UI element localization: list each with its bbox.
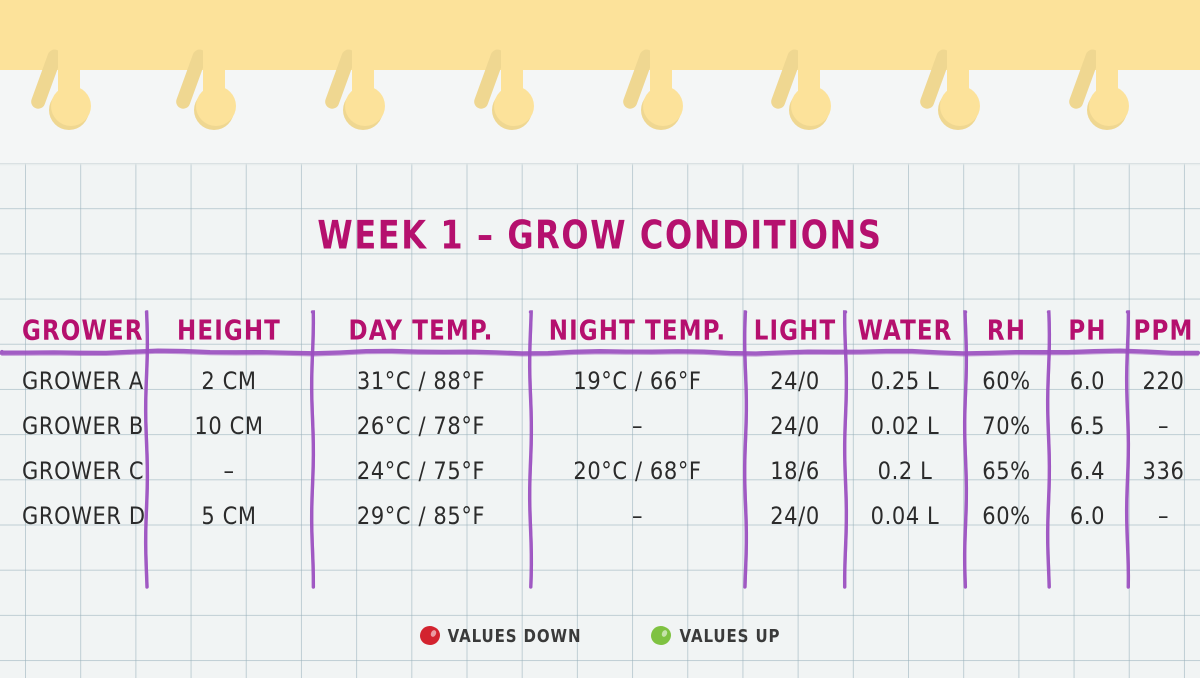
table-row[interactable]: GROWER A 2 CM 31°C / 88°F 19°C / 66°F 24/0 0.… (0, 358, 1200, 403)
cell-height: 10 CM (194, 411, 264, 440)
spiral-ring (323, 44, 385, 134)
legend-item-values-down: VALUES DOWN (419, 624, 582, 647)
grow-conditions-table: GROWER HEIGHT DAY TEMP. NIGHT TEMP. LIGH… (0, 300, 1200, 600)
grid-paper-background (0, 163, 1200, 678)
legend-item-values-up: VALUES UP (651, 624, 781, 647)
cell-grower: GROWER D (22, 501, 146, 530)
cell-height: 2 CM (201, 366, 257, 395)
column-header-ppm: PPM (1133, 314, 1194, 347)
cell-night-temp: 20°C / 68°F (573, 456, 702, 485)
cell-grower: GROWER A (22, 366, 144, 395)
green-dot-icon (651, 626, 672, 645)
cell-night-temp: 19°C / 66°F (573, 366, 702, 395)
column-header-ph: PH (1068, 314, 1107, 347)
spiral-ring (769, 44, 831, 134)
column-header-night-temp: NIGHT TEMP. (548, 314, 727, 347)
cell-height: – (223, 456, 235, 485)
cell-day-temp: 24°C / 75°F (356, 456, 486, 485)
cell-ph: 6.4 (1069, 456, 1106, 485)
cell-ppm: – (1157, 501, 1170, 530)
table-header-row: GROWER HEIGHT DAY TEMP. NIGHT TEMP. LIGH… (0, 308, 1200, 353)
cell-grower: GROWER C (22, 456, 145, 485)
cell-night-temp: – (631, 501, 644, 530)
cell-grower: GROWER B (22, 411, 144, 440)
column-header-height: HEIGHT (177, 314, 281, 347)
spiral-ring (918, 44, 980, 134)
cell-water: 0.2 L (877, 456, 933, 485)
cell-light: 24/0 (770, 411, 820, 440)
red-dot-icon (419, 626, 440, 645)
table-row[interactable]: GROWER C – 24°C / 75°F 20°C / 68°F 18/6 0.2 L… (0, 448, 1200, 493)
cell-light: 24/0 (770, 366, 820, 395)
spiral-ring (621, 44, 683, 134)
cell-ph: 6.5 (1069, 411, 1106, 440)
column-header-day-temp: DAY TEMP. (348, 314, 494, 347)
column-header-water: WATER (857, 314, 953, 347)
cell-ppm: 336 (1142, 456, 1185, 485)
page-title: WEEK 1 – GROW CONDITIONS (317, 212, 883, 259)
column-header-grower: GROWER (22, 314, 144, 347)
legend-label-values-down: VALUES DOWN (447, 624, 582, 647)
spiral-ring (472, 44, 534, 134)
cell-day-temp: 29°C / 85°F (356, 501, 486, 530)
spiral-ring (174, 44, 236, 134)
table-row[interactable]: GROWER B 10 CM 26°C / 78°F – 24/0 0.02 L 70% 6.… (0, 403, 1200, 448)
cell-light: 24/0 (770, 501, 820, 530)
cell-ph: 6.0 (1069, 366, 1106, 395)
paper-top-edge (0, 163, 1200, 166)
table-row[interactable]: GROWER D 5 CM 29°C / 85°F – 24/0 0.04 L 60% 6.0… (0, 493, 1200, 538)
cell-water: 0.04 L (870, 501, 940, 530)
binder-top-bar (0, 0, 1200, 70)
cell-rh: 70% (982, 411, 1031, 440)
cell-water: 0.25 L (870, 366, 940, 395)
cell-night-temp: – (631, 411, 644, 440)
cell-rh: 65% (982, 456, 1031, 485)
cell-height: 5 CM (201, 501, 257, 530)
spiral-ring (1067, 44, 1129, 134)
cell-light: 18/6 (770, 456, 820, 485)
cell-ph: 6.0 (1069, 501, 1106, 530)
cell-water: 0.02 L (870, 411, 940, 440)
column-header-rh: RH (986, 314, 1027, 347)
cell-ppm: 220 (1142, 366, 1185, 395)
cell-rh: 60% (982, 501, 1031, 530)
cell-day-temp: 26°C / 78°F (356, 411, 486, 440)
cell-day-temp: 31°C / 88°F (356, 366, 486, 395)
cell-ppm: – (1157, 411, 1170, 440)
spiral-ring (29, 44, 91, 134)
column-header-light: LIGHT (753, 314, 837, 347)
cell-rh: 60% (982, 366, 1031, 395)
legend: VALUES DOWN VALUES UP (0, 624, 1200, 647)
legend-label-values-up: VALUES UP (679, 624, 781, 647)
